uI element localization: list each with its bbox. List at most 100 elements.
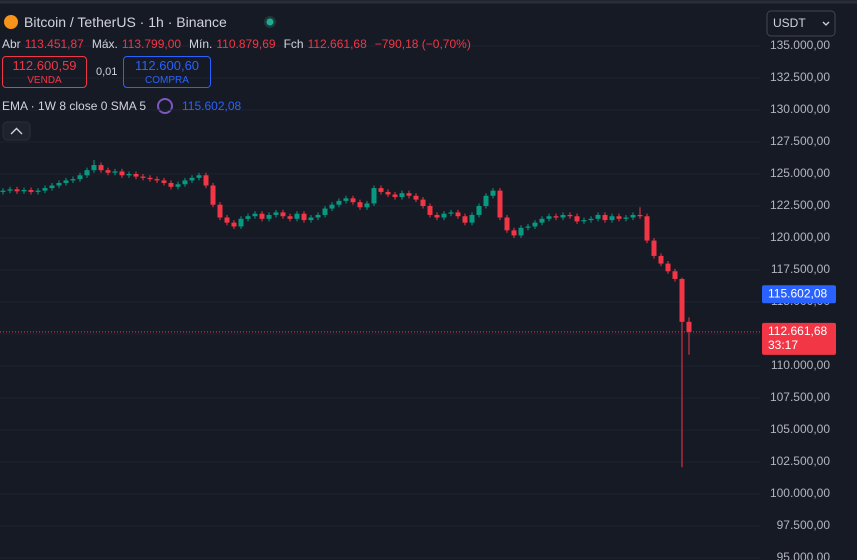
ohlc-label: Abr bbox=[2, 37, 21, 51]
ohlc-value: 112.661,68 bbox=[307, 37, 367, 51]
candle-body bbox=[539, 218, 545, 223]
candle-body bbox=[637, 214, 643, 217]
candle-body bbox=[231, 222, 237, 227]
ohlc-label: Fch bbox=[283, 37, 304, 51]
candle-body bbox=[686, 321, 692, 332]
candle-body bbox=[133, 174, 139, 177]
buy-price: 112.600,60 bbox=[134, 58, 200, 73]
candle-body bbox=[665, 263, 671, 272]
candle-body bbox=[70, 179, 76, 181]
indicator-name: EMA · 1W 8 close 0 SMA 5 bbox=[2, 99, 147, 113]
candle-body bbox=[196, 175, 202, 178]
sell-label: VENDA bbox=[27, 75, 62, 86]
price-tag-label: 112.661,68 bbox=[768, 324, 827, 338]
candle-body bbox=[364, 203, 370, 208]
candle-body bbox=[329, 204, 335, 209]
candle-body bbox=[119, 171, 125, 176]
y-tick-label: 105.000,00 bbox=[770, 422, 830, 436]
y-tick-label: 102.500,00 bbox=[770, 454, 830, 468]
y-tick-label: 100.000,00 bbox=[770, 486, 830, 500]
candle-body bbox=[301, 213, 307, 221]
price-tag-label: 115.602,08 bbox=[768, 286, 827, 300]
currency-select[interactable] bbox=[766, 10, 836, 37]
sell-button[interactable]: 112.600,59 VENDA bbox=[2, 56, 87, 88]
candle-body bbox=[126, 174, 132, 176]
candle-body bbox=[154, 179, 160, 181]
candle-body bbox=[217, 204, 223, 218]
candle-body bbox=[203, 175, 209, 186]
candle-body bbox=[210, 185, 216, 205]
y-tick-label: 125.000,00 bbox=[770, 166, 830, 180]
candle-body bbox=[560, 214, 566, 218]
candle-body bbox=[406, 193, 412, 196]
ohlc-label: Mín. bbox=[189, 37, 213, 51]
candle-body bbox=[238, 218, 244, 227]
candle-body bbox=[189, 177, 195, 181]
candle-body bbox=[350, 198, 356, 203]
candle-body bbox=[35, 190, 41, 192]
y-tick-label: 130.000,00 bbox=[770, 102, 830, 116]
candle-body bbox=[630, 214, 636, 218]
ohlc-value: 113.799,00 bbox=[121, 37, 182, 51]
price-tag bbox=[762, 285, 836, 304]
candle-body bbox=[476, 206, 482, 215]
candle-body bbox=[679, 278, 685, 322]
candle-body bbox=[532, 222, 538, 227]
candle-body bbox=[161, 180, 167, 183]
candle-body bbox=[518, 227, 524, 236]
candle-body bbox=[42, 188, 48, 191]
candle-body bbox=[658, 255, 664, 264]
candle-body bbox=[308, 217, 314, 221]
candle-body bbox=[21, 190, 27, 192]
status-dot bbox=[266, 18, 274, 26]
candle-body bbox=[420, 199, 426, 206]
candle-body bbox=[294, 213, 300, 219]
y-tick-label: 132.500,00 bbox=[770, 70, 830, 84]
candle-body bbox=[427, 206, 433, 215]
candle-body bbox=[588, 218, 594, 221]
candle-body bbox=[14, 189, 20, 192]
candle-body bbox=[644, 216, 650, 241]
candle-body bbox=[147, 177, 153, 180]
candle-body bbox=[273, 212, 279, 215]
y-tick-label: 97.500,00 bbox=[777, 518, 831, 532]
candle-body bbox=[105, 170, 111, 173]
candle-body bbox=[0, 190, 6, 192]
candle-body bbox=[112, 171, 118, 173]
y-tick-label: 120.000,00 bbox=[770, 230, 830, 244]
candle-body bbox=[616, 216, 622, 219]
candle-body bbox=[504, 217, 510, 231]
sell-price: 112.600,59 bbox=[12, 58, 77, 73]
candle-body bbox=[462, 216, 468, 223]
y-tick-label: 107.500,00 bbox=[770, 390, 830, 404]
candle-body bbox=[84, 170, 90, 176]
candle-body bbox=[7, 189, 13, 191]
ohlc-label: Máx. bbox=[91, 37, 118, 51]
y-tick-label: 117.500,00 bbox=[771, 262, 830, 276]
candle-body bbox=[91, 165, 97, 171]
candle-body bbox=[28, 190, 34, 192]
change: −790,18 (−0,70%) bbox=[374, 37, 471, 51]
candle-body bbox=[497, 190, 503, 218]
candle-body bbox=[546, 216, 552, 219]
candle-body bbox=[287, 216, 293, 219]
candle-body bbox=[448, 212, 454, 214]
buy-button[interactable]: 112.600,60 COMPRA bbox=[123, 56, 211, 88]
indicator-icon[interactable] bbox=[157, 98, 173, 114]
candle-body bbox=[63, 180, 69, 183]
y-tick-label: 110.000,00 bbox=[771, 358, 830, 372]
candle-body bbox=[602, 214, 608, 221]
currency-label: USDT bbox=[773, 16, 806, 30]
candle-body bbox=[595, 214, 601, 219]
candle-body bbox=[266, 214, 272, 219]
y-tick-label: 95.000,00 bbox=[777, 550, 831, 560]
candle-body bbox=[357, 202, 363, 208]
collapse-button[interactable] bbox=[2, 121, 31, 141]
candle-body bbox=[511, 230, 517, 236]
candle-body bbox=[553, 216, 559, 218]
candle-body bbox=[77, 175, 83, 180]
price-tag bbox=[762, 322, 836, 355]
candle-body bbox=[49, 185, 55, 189]
dropdown-chevron bbox=[822, 21, 830, 26]
